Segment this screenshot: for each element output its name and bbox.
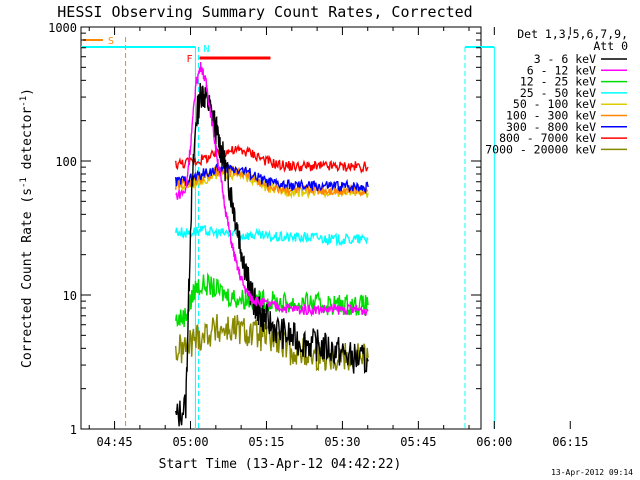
axes-layer: 04:45 05:00 05:15 05:30 05:45 06:00 06:15 1 10 10… <box>48 21 588 449</box>
legend-label: 800 - 7000 keV <box>499 131 596 145</box>
series-layer <box>175 61 369 427</box>
x-tick-label: 05:30 <box>324 435 360 449</box>
legend-header-line2: Att 0 <box>593 39 628 53</box>
state-label-f: F <box>186 54 192 65</box>
plot-frame <box>80 26 482 430</box>
y-tick-label: 1000 <box>48 21 77 35</box>
chart-title: HESSI Observing Summary Count Rates, Cor… <box>57 3 472 21</box>
series-line-6 <box>175 162 369 195</box>
x-tick-label: 05:00 <box>172 435 208 449</box>
legend-label: 300 - 800 keV <box>506 120 596 134</box>
footer-timestamp: 13-Apr-2012 09:14 <box>551 468 633 477</box>
y-tick-label: 10 <box>63 289 77 303</box>
series-line-5 <box>175 165 369 197</box>
y-axis-label-exp1: -1 <box>19 177 29 188</box>
y-axis-label-mid: detector <box>20 107 35 178</box>
legend-label: 3 - 6 keV <box>534 52 596 66</box>
state-overlays: S NF <box>81 36 495 429</box>
legend-label: 12 - 25 keV <box>520 75 596 89</box>
legend-label: 6 - 12 keV <box>527 63 596 77</box>
x-tick-label: 06:00 <box>476 435 512 449</box>
y-axis-label-exp2: -1 <box>19 96 29 107</box>
legend-label: 100 - 300 keV <box>506 109 596 123</box>
legend-label: 50 - 100 keV <box>513 97 596 111</box>
y-tick-label: 100 <box>55 155 77 169</box>
legend-label: 7000 - 20000 keV <box>485 142 596 156</box>
x-tick-label: 05:45 <box>400 435 436 449</box>
y-tick-label: 1 <box>70 423 77 437</box>
x-tick-label: 05:15 <box>248 435 284 449</box>
y-axis-label-main: Corrected Count Rate (s <box>20 188 35 368</box>
x-axis-label: Start Time (13-Apr-12 04:42:22) <box>159 457 402 472</box>
state-label-n: N <box>203 44 209 55</box>
series-line-1 <box>175 61 369 317</box>
series-line-3 <box>175 224 369 247</box>
x-tick-label: 04:45 <box>97 435 133 449</box>
y-axis-label-end: ) <box>20 88 35 96</box>
series-line-0 <box>175 82 369 427</box>
series-line-8 <box>175 314 369 372</box>
state-label-s: S <box>108 36 114 47</box>
legend-label: 25 - 50 keV <box>520 86 596 100</box>
series-line-7 <box>175 143 369 174</box>
legend-header-line1: Det 1,3,5,6,7,9, <box>517 27 628 41</box>
y-axis-label: Corrected Count Rate (s-1 detector-1) <box>19 88 35 368</box>
series-line-2 <box>175 272 369 328</box>
x-tick-label: 06:15 <box>552 435 588 449</box>
